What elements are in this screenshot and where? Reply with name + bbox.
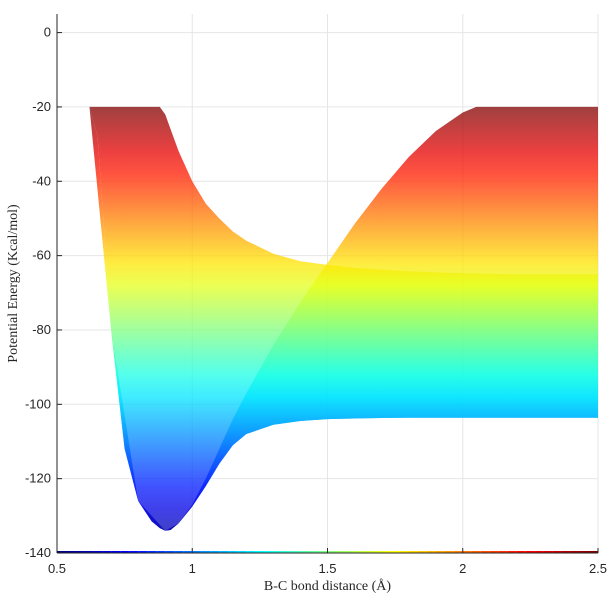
y-tick-label-5: -100 — [25, 396, 51, 411]
x-tick-label-1: 1 — [189, 561, 196, 576]
energy-surface — [89, 106, 598, 531]
axes-frame — [56, 14, 599, 554]
rising-energy-band — [89, 106, 598, 531]
y-tick-label-1: -20 — [32, 99, 51, 114]
x-tick-label-3: 2 — [459, 561, 466, 576]
y-tick-label-7: -140 — [25, 545, 51, 560]
y-tick-label-6: -120 — [25, 471, 51, 486]
y-tick-label-2: -40 — [32, 173, 51, 188]
x-tick-label-0: 0.5 — [48, 561, 66, 576]
x-tick-label-4: 2.5 — [589, 561, 607, 576]
x-tick-label-2: 1.5 — [318, 561, 336, 576]
x-axis-label: B-C bond distance (Å) — [264, 578, 391, 594]
y-tick-label-3: -60 — [32, 248, 51, 263]
y-axis-label: Potential Energy (Kcal/mol) — [6, 204, 21, 363]
y-tick-label-4: -80 — [32, 322, 51, 337]
y-tick-label-0: 0 — [44, 25, 51, 40]
